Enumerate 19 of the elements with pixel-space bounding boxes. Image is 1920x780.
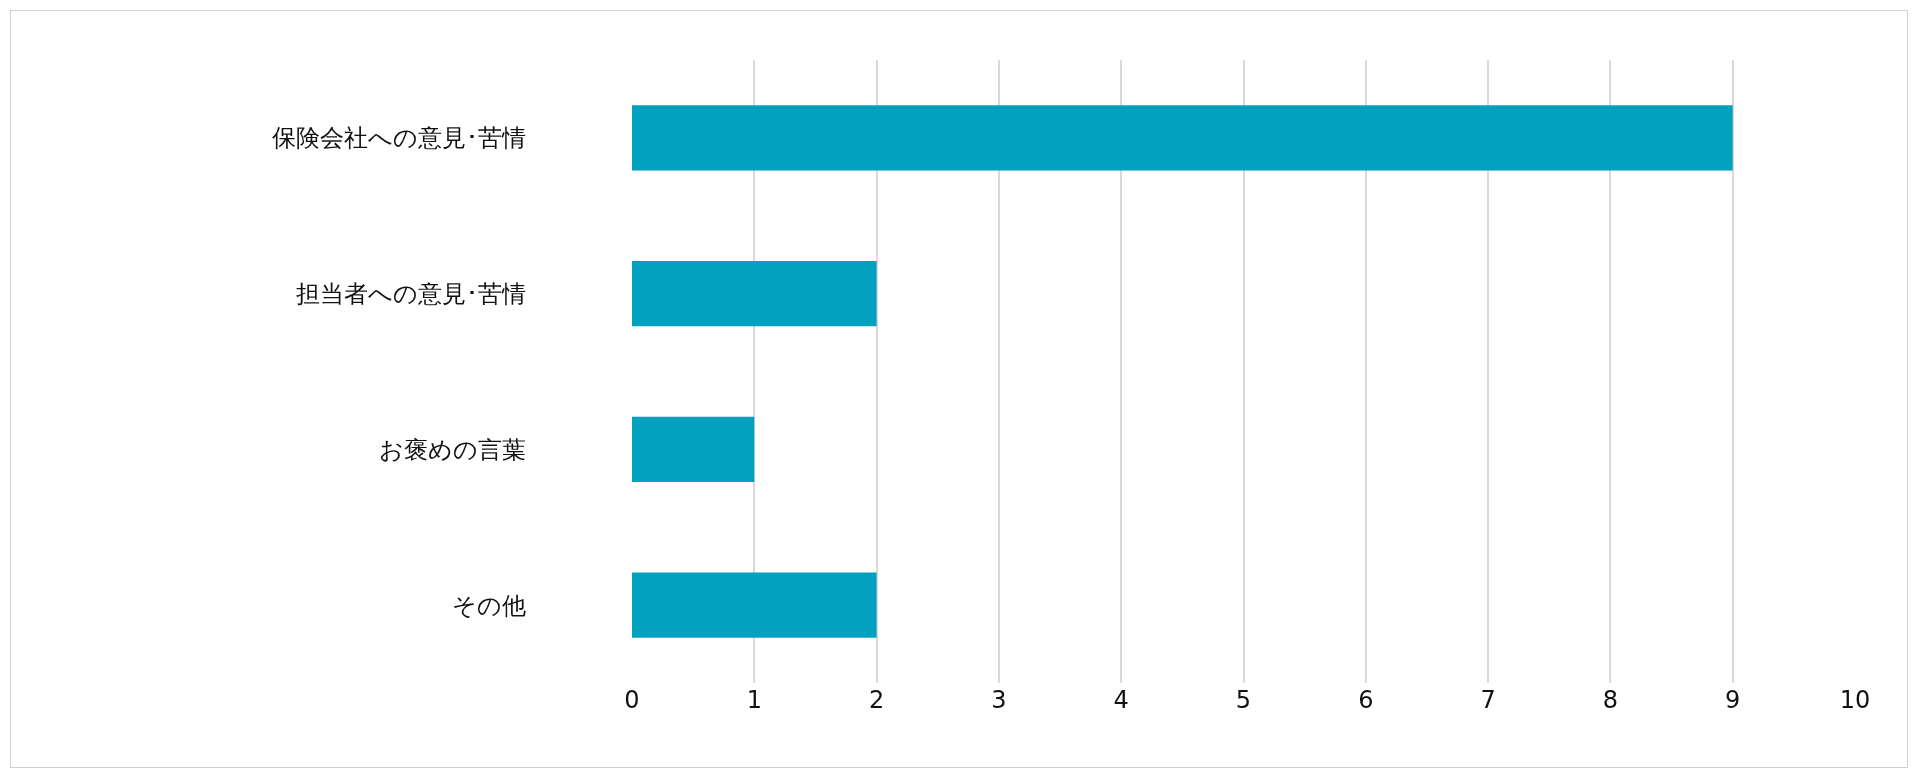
x-tick-label: 3 [991, 686, 1007, 714]
x-tick-label: 6 [1358, 686, 1374, 714]
y-tick-label: その他 [452, 591, 527, 620]
x-tick-label: 10 [1839, 686, 1871, 714]
y-tick-label: 担当者への意見･苦情 [296, 280, 527, 309]
x-tick-label: 9 [1725, 686, 1741, 714]
bar [632, 416, 755, 483]
x-tick-label: 7 [1480, 686, 1496, 714]
x-tick-label: 2 [868, 686, 885, 714]
bar [632, 260, 877, 327]
bar [632, 105, 1733, 171]
x-tick-label: 4 [1113, 686, 1129, 714]
x-tick-label: 5 [1235, 686, 1252, 714]
x-tick-label: 0 [624, 686, 640, 714]
y-tick-label: お褒めの言葉 [379, 435, 527, 464]
x-tick-label: 8 [1602, 686, 1619, 714]
y-tick-label: 保険会社への意見･苦情 [272, 124, 527, 153]
x-tick-label: 1 [746, 686, 762, 714]
bar [632, 572, 877, 638]
